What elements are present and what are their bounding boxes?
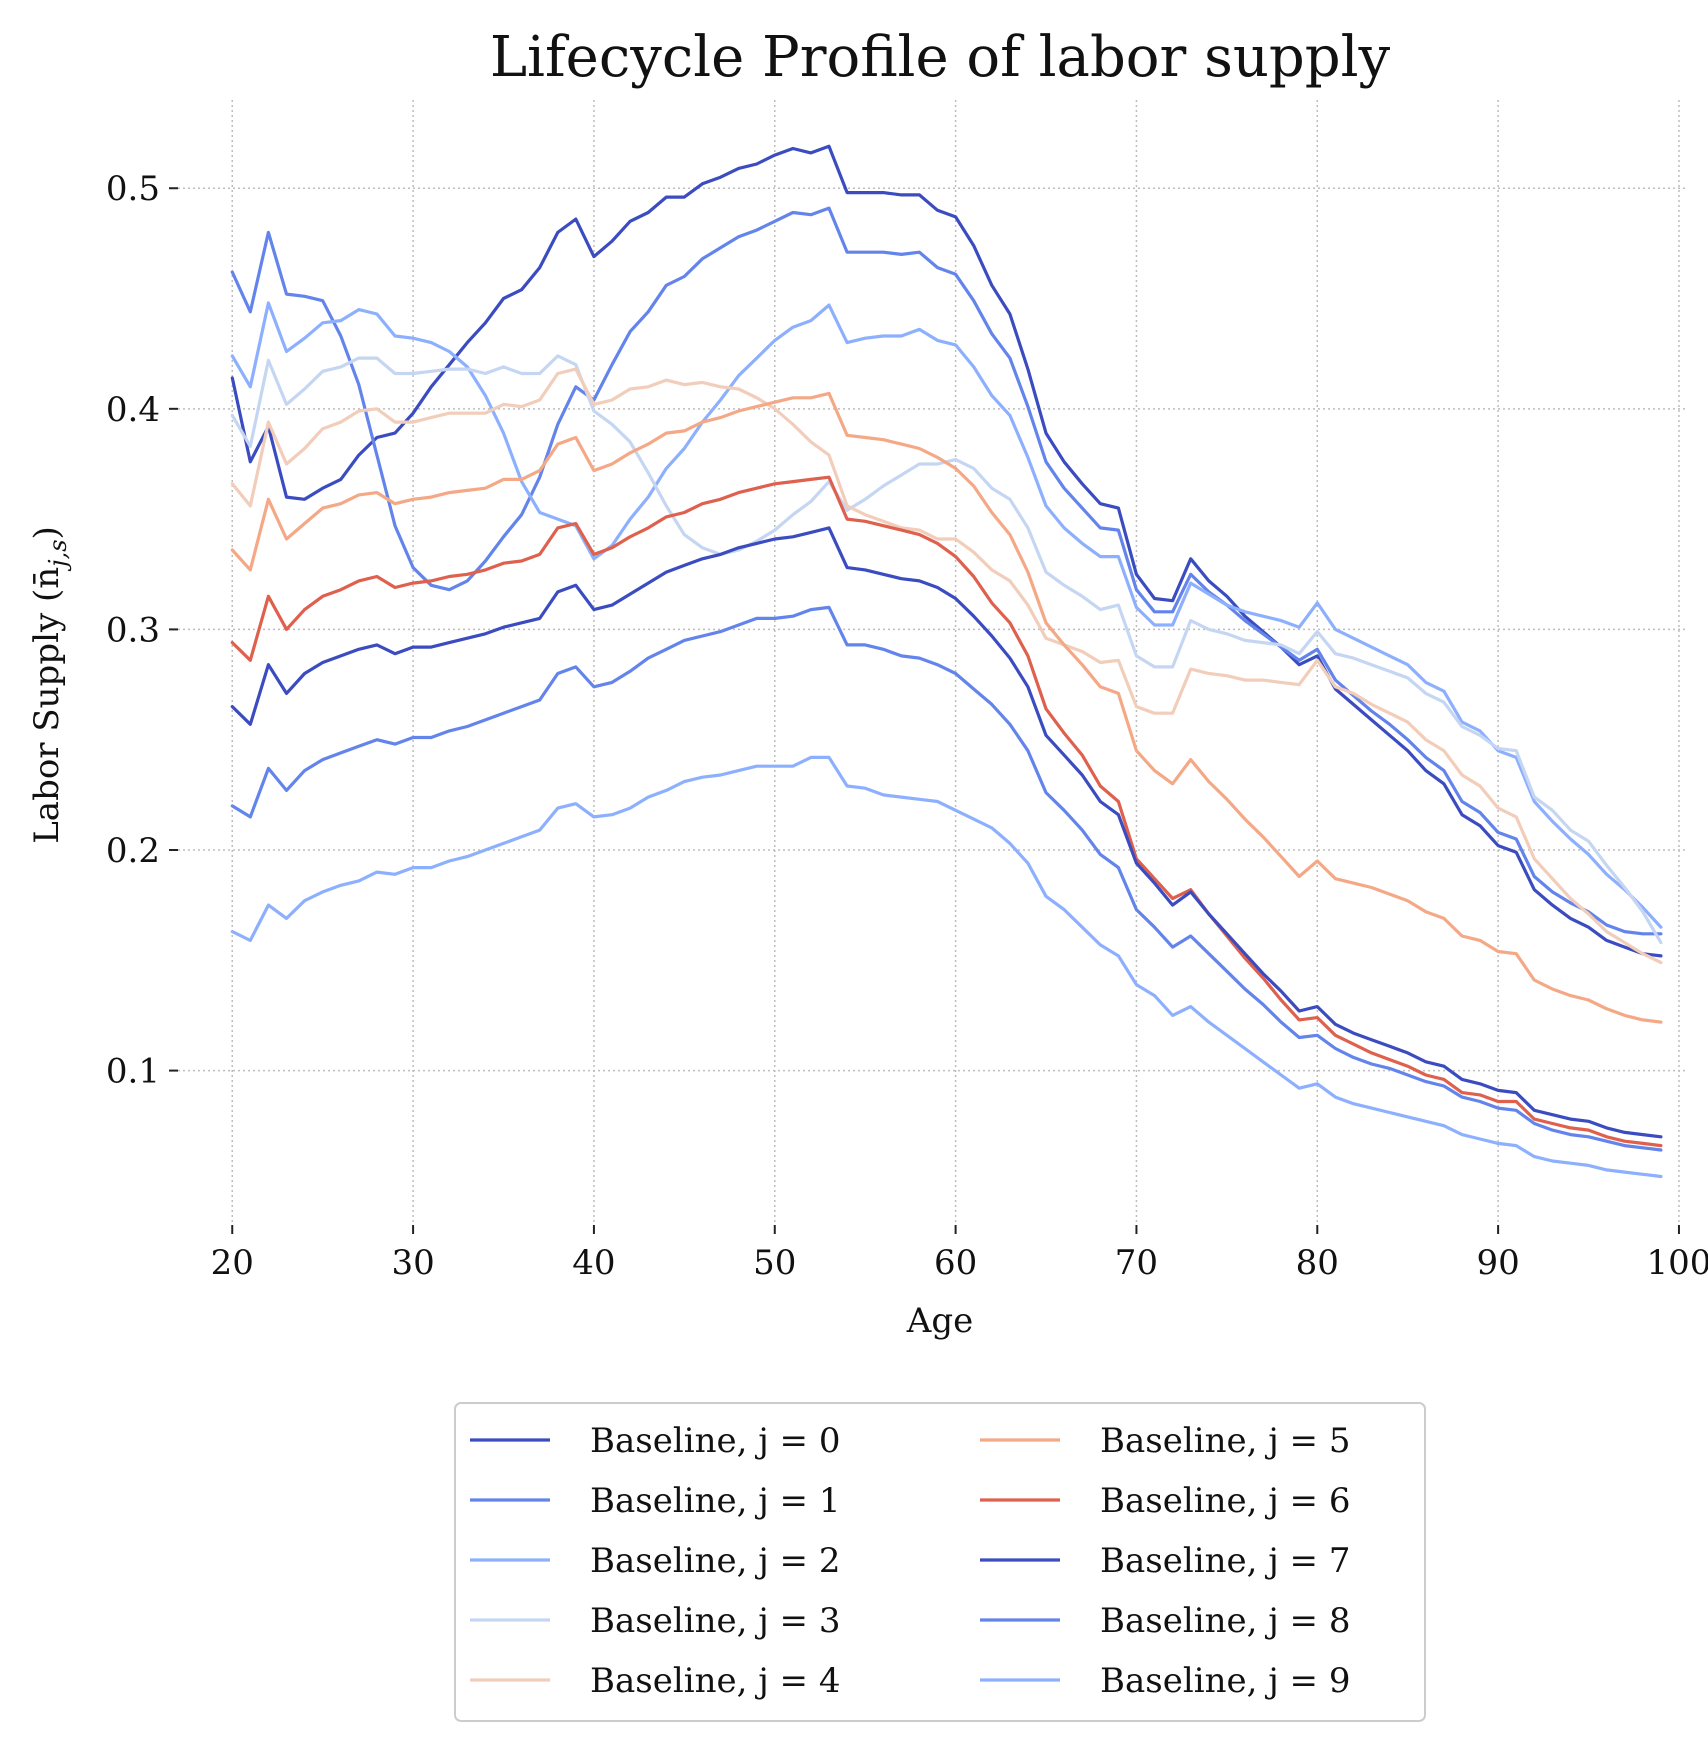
chart-title: Lifecycle Profile of labor supply bbox=[490, 25, 1391, 90]
x-axis-label: Age bbox=[906, 1301, 973, 1341]
legend-frame bbox=[454, 1402, 1426, 1722]
series-line-j8 bbox=[230, 605, 1663, 1152]
series-line-j4 bbox=[230, 367, 1663, 965]
y-axis-label: Labor Supply (n̄j,s) bbox=[27, 526, 72, 844]
y-tick-label: 0.2 bbox=[106, 831, 160, 871]
series-line-j6 bbox=[230, 475, 1663, 1148]
legend-label: Baseline, j = 3 bbox=[590, 1601, 840, 1641]
legend-item-j0: Baseline, j = 0 bbox=[470, 1421, 840, 1461]
y-axis-label-subscript: j,s bbox=[44, 539, 72, 571]
y-axis-label-close: ) bbox=[27, 526, 67, 539]
grid-layer bbox=[178, 100, 1688, 1225]
y-tick-label: 0.5 bbox=[106, 169, 160, 209]
legend-item-j8: Baseline, j = 8 bbox=[980, 1601, 1350, 1641]
legend-label: Baseline, j = 4 bbox=[590, 1661, 840, 1701]
y-tick-label: 0.3 bbox=[106, 610, 160, 650]
x-tick-label: 30 bbox=[391, 1243, 434, 1283]
legend-item-j1: Baseline, j = 1 bbox=[470, 1481, 840, 1521]
y-tick-label: 0.1 bbox=[106, 1052, 160, 1092]
legend-label: Baseline, j = 5 bbox=[1100, 1421, 1350, 1461]
series-line-j2 bbox=[230, 301, 1663, 929]
x-tick-label: 100 bbox=[1647, 1243, 1708, 1283]
legend: Baseline, j = 0 Baseline, j = 1 Baseline, … bbox=[454, 1402, 1426, 1722]
x-tick-label: 20 bbox=[211, 1243, 254, 1283]
x-tick-label: 50 bbox=[753, 1243, 796, 1283]
legend-item-j3: Baseline, j = 3 bbox=[470, 1601, 840, 1641]
x-tick-label: 80 bbox=[1296, 1243, 1339, 1283]
legend-item-j9: Baseline, j = 9 bbox=[980, 1661, 1350, 1701]
x-tick-label: 60 bbox=[934, 1243, 977, 1283]
x-tick-label: 70 bbox=[1115, 1243, 1158, 1283]
series-layer bbox=[230, 144, 1663, 1179]
legend-item-j4: Baseline, j = 4 bbox=[470, 1661, 840, 1701]
series-line-j5 bbox=[230, 391, 1663, 1024]
legend-item-j5: Baseline, j = 5 bbox=[980, 1421, 1350, 1461]
legend-items: Baseline, j = 0 Baseline, j = 1 Baseline, … bbox=[470, 1421, 1350, 1701]
legend-label: Baseline, j = 0 bbox=[590, 1421, 840, 1461]
legend-label: Baseline, j = 8 bbox=[1100, 1601, 1350, 1641]
legend-item-j6: Baseline, j = 6 bbox=[980, 1481, 1350, 1521]
y-tick-label: 0.4 bbox=[106, 390, 160, 430]
x-tick-label: 90 bbox=[1476, 1243, 1519, 1283]
legend-label: Baseline, j = 6 bbox=[1100, 1481, 1350, 1521]
legend-label: Baseline, j = 1 bbox=[590, 1481, 840, 1521]
y-axis-label-main: Labor Supply (n̄ bbox=[27, 567, 67, 844]
x-tick-label: 40 bbox=[572, 1243, 615, 1283]
series-line-j1 bbox=[230, 206, 1663, 936]
legend-item-j2: Baseline, j = 2 bbox=[470, 1541, 840, 1581]
tick-layer: 20 30 40 50 60 70 80 90 100 0.1 0.2 0.3 0.4 0.5 bbox=[106, 169, 1708, 1283]
legend-label: Baseline, j = 9 bbox=[1100, 1661, 1350, 1701]
legend-label: Baseline, j = 7 bbox=[1100, 1541, 1350, 1581]
series-line-j7 bbox=[230, 526, 1663, 1139]
series-line-j9 bbox=[230, 755, 1663, 1179]
series-line-j0 bbox=[230, 144, 1663, 958]
legend-label: Baseline, j = 2 bbox=[590, 1541, 840, 1581]
legend-item-j7: Baseline, j = 7 bbox=[980, 1541, 1350, 1581]
